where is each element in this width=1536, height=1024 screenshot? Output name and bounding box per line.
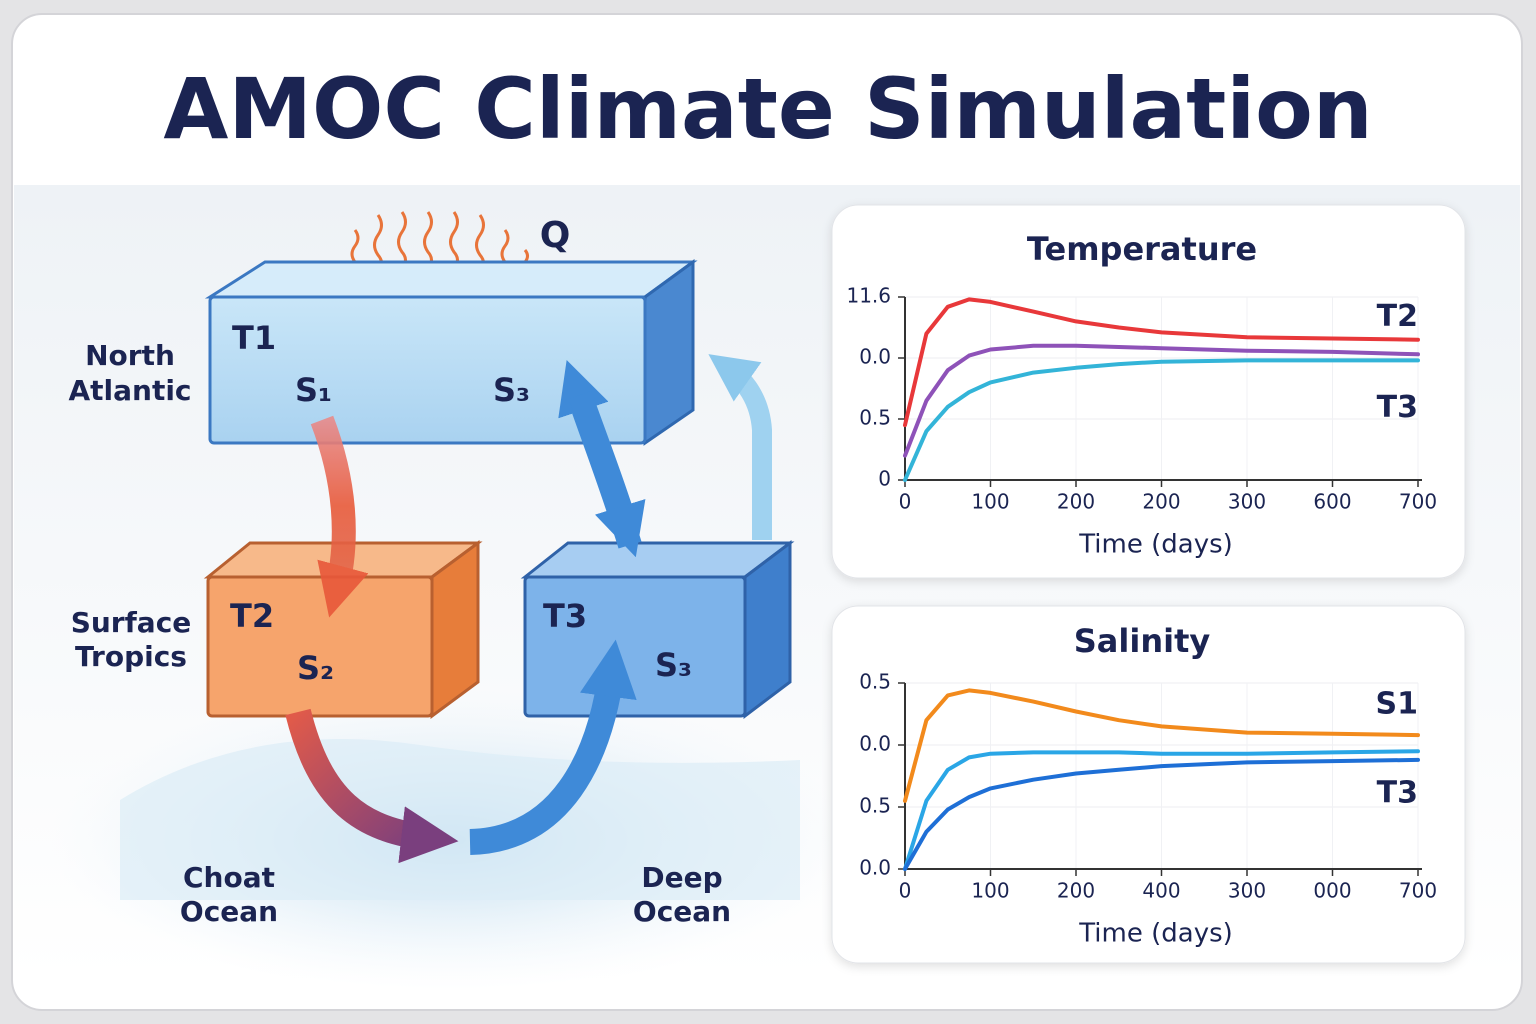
variable-label: T2 [230,597,274,635]
region-label: Atlantic [68,374,191,407]
diagram: Q T1 S₁ S₃ T2 S₂ T3 S₃ North Atlantic Su… [50,211,850,990]
y-tick-label: 0.5 [859,406,891,430]
x-tick-label: 200 [1142,490,1180,514]
y-tick-label: 0.0 [859,856,891,880]
x-tick-label: 200 [1057,879,1095,903]
series-line [903,688,1420,803]
series-line [903,343,1420,458]
x-tick-label: 300 [1228,490,1266,514]
charts: Temperature 0 0.5 0.0 11.6 0 100 200 200 300 600 70… [831,204,1466,964]
region-label: Deep [641,861,722,894]
chart-title: Salinity [1074,622,1211,660]
y-tick-label: 11.6 [846,284,891,308]
flow-arrow [469,639,637,855]
series-label: T2 [1377,299,1418,334]
series-line [903,749,1420,871]
variable-label: T3 [543,597,587,635]
box-top [204,260,698,299]
box-front [208,295,647,445]
x-axis-label: Time (days) [1078,530,1233,560]
series-line [903,358,1420,482]
y-tick-label: 0.0 [859,345,891,369]
ocean-wave [120,739,800,900]
x-tick-label: 400 [1142,879,1180,903]
series-label: T3 [1377,390,1418,425]
region-label: North [85,339,175,372]
x-tick-label: 0 [899,879,912,903]
y-tick-label: 0.5 [859,670,891,694]
page-title: AMOC Climate Simulation [163,60,1372,158]
series-label: T3 [1377,775,1418,810]
region-label: Surface [71,606,192,639]
series-line [903,297,1420,428]
x-tick-label: 200 [1057,490,1095,514]
x-tick-label: 100 [971,490,1009,514]
variable-label: S₂ [297,649,334,687]
x-tick-label: 600 [1313,490,1351,514]
flow-arrow [708,354,772,540]
x-tick-label: 0 [899,490,912,514]
x-tick-label: 000 [1313,879,1351,903]
x-tick-label: 100 [971,879,1009,903]
variable-label: S₃ [493,371,530,409]
variable-label: S₁ [295,371,332,409]
series-label: S1 [1376,687,1418,722]
y-tick-label: 0.5 [859,794,891,818]
flow-arrow [568,390,646,558]
chart-title: Temperature [1027,230,1257,268]
region-label: Ocean [180,895,278,928]
heat-label: Q [540,215,571,256]
flow-arrow [310,415,369,618]
x-tick-label: 700 [1399,879,1437,903]
variable-label: T1 [232,319,276,357]
x-axis-label: Time (days) [1078,919,1233,949]
variable-label: S₃ [655,646,692,684]
x-tick-label: 300 [1228,879,1266,903]
region-label: Ocean [633,895,731,928]
region-label: Tropics [75,640,187,673]
region-label: Choat [183,861,275,894]
y-tick-label: 0 [878,467,891,491]
flow-arrow [285,708,459,864]
y-tick-label: 0.0 [859,732,891,756]
series-line [903,757,1420,871]
x-tick-label: 700 [1399,490,1437,514]
